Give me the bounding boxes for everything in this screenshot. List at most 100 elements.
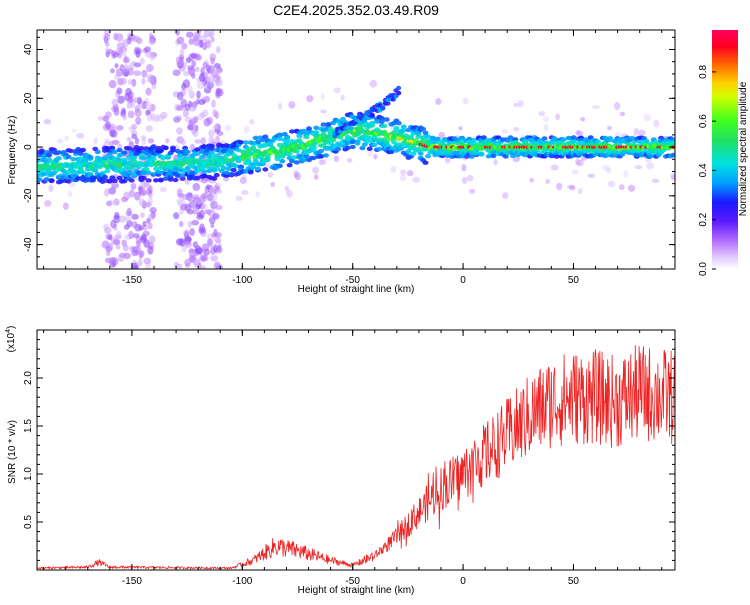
heatmap-cell [653,119,660,128]
heatmap-cell [165,138,170,144]
heatmap-cell [176,91,184,101]
heatmap-cell [145,87,152,96]
heatmap-cell [120,77,127,85]
heatmap-cell [162,145,169,151]
heatmap-cell [208,129,215,138]
heatmap-cell [289,158,295,164]
colorbar-tick-label: 0.0 [698,262,709,276]
heatmap-cell [133,265,140,269]
heatmap-cell [197,98,206,106]
heatmap-cell [127,67,134,76]
heatmap-cell [395,121,402,126]
heatmap-cell [296,145,303,150]
heatmap-cell [198,227,207,235]
spectrogram-ylabel: Frequency (Hz) [7,116,18,185]
heatmap-cell [93,137,98,145]
heatmap-cell [167,177,174,182]
heatmap-cell [567,184,575,190]
heatmap-cell [186,124,195,131]
heatmap-cell [70,157,77,162]
heatmap-cell [306,95,314,103]
heatmap-cell [194,175,201,181]
heatmap-cell [57,138,64,144]
heatmap-cell [259,137,266,143]
heatmap-cell [126,169,133,175]
x-tick-label: -50 [345,576,360,587]
heatmap-cell [149,235,156,244]
heatmap-cell [284,135,291,140]
heatmap-cell [239,176,247,185]
heatmap-cell [119,167,125,172]
heatmap-cell [180,203,188,211]
heatmap-cell [108,242,114,252]
heatmap-cell [276,132,283,137]
heatmap-cell [400,124,407,129]
heatmap-cell [104,188,110,197]
heatmap-cell [349,139,356,144]
heatmap-cell [144,46,151,53]
heatmap-cell [127,95,133,104]
heatmap-cell [435,98,442,106]
heatmap-cell [570,135,577,140]
heatmap-cell [194,66,200,73]
heatmap-cell [388,149,395,155]
heatmap-cell [293,149,300,154]
heatmap-cell [188,120,196,129]
y-tick-label: 0 [23,144,34,150]
heatmap-cell [111,178,118,184]
heatmap-cell [119,64,125,72]
heatmap-cell [197,112,204,121]
heatmap-cell [320,122,327,127]
heatmap-cell [468,154,475,159]
heatmap-cell [288,101,296,109]
heatmap-cell [207,75,214,84]
heatmap-cell [513,102,520,107]
heatmap-cell [471,137,478,143]
heatmap-cell [340,94,345,101]
heatmap-cell [147,222,153,230]
heatmap-cell [123,55,128,64]
heatmap-cell [383,139,390,144]
heatmap-cell [194,151,201,157]
heatmap-cell [429,136,436,141]
heatmap-cell [193,115,199,124]
heatmap-cell [113,107,120,116]
heatmap-cell [233,164,240,169]
heatmap-cell [221,165,227,171]
heatmap-cell [173,116,181,123]
heatmap-cell [115,244,121,250]
heatmap-cell [179,173,186,178]
heatmap-cell [155,169,162,175]
x-tick-label: 50 [568,576,580,587]
heatmap-cell [278,102,283,110]
heatmap-cell [189,255,197,261]
heatmap-cell [179,238,185,247]
heatmap-cell [179,48,185,57]
heatmap-cell [614,101,621,110]
heatmap-cell [480,135,487,140]
x-tick-label: 0 [460,576,466,587]
x-tick-label: -100 [232,275,252,286]
heatmap-cell [592,105,600,110]
heatmap-cell [142,220,147,227]
heatmap-cell [390,97,396,102]
heatmap-cell [117,143,123,150]
colorbar-ticks: 0.0 0.2 0.4 0.6 0.8 [698,64,716,276]
heatmap-cell [102,174,108,180]
heatmap-cell [337,143,344,148]
heatmap-cell [628,184,636,192]
snr-xlabel: Height of straight line (km) [298,585,415,596]
heatmap-cell [303,153,310,159]
heatmap-cell [396,90,402,96]
heatmap-cell [214,110,219,120]
heatmap-cell [133,35,141,43]
heatmap-cell [70,170,77,175]
heatmap-cell [64,135,69,142]
heatmap-cell [80,147,87,153]
heatmap-cell [201,243,210,252]
heatmap-cell [186,208,195,215]
heatmap-cell [241,190,249,195]
heatmap-cell [274,156,281,162]
heatmap-cell [68,148,74,154]
